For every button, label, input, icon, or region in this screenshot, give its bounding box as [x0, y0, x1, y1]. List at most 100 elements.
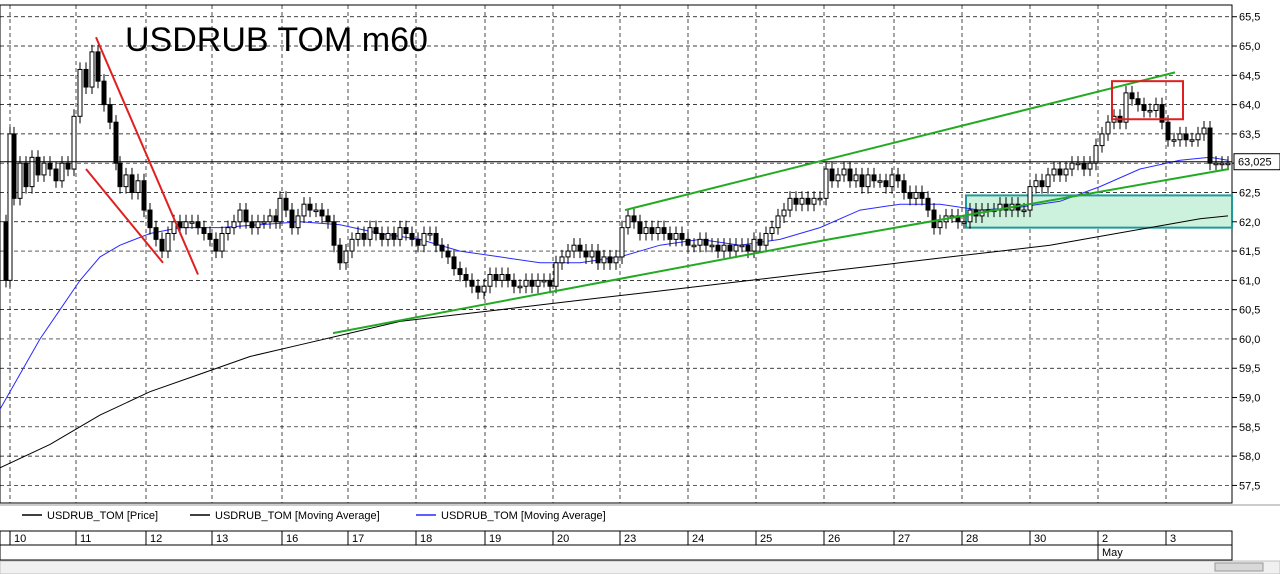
- candle-body: [35, 156, 41, 176]
- y-tick-label: 61,0: [1239, 275, 1260, 287]
- candle-body: [65, 162, 71, 170]
- candle-body: [511, 279, 517, 287]
- candle-body: [1159, 104, 1165, 123]
- candle-body: [793, 197, 799, 205]
- candle-body: [1135, 98, 1141, 106]
- candle-body: [697, 238, 703, 246]
- candle-body: [373, 227, 379, 234]
- candle-body: [77, 68, 83, 117]
- candle-body: [397, 227, 403, 240]
- legend: USDRUB_TOM [Price] USDRUB_TOM [Moving Ave…: [0, 504, 1280, 522]
- x-tick-label: 11: [80, 533, 91, 545]
- candle-body: [463, 274, 469, 281]
- candle-body: [661, 227, 667, 234]
- x-tick-label: 16: [286, 533, 298, 545]
- candle-body: [421, 232, 427, 246]
- candle-body: [529, 279, 535, 287]
- candle-body: [757, 238, 763, 246]
- y-axis: 65,565,064,564,063,563,062,562,061,561,0…: [1232, 12, 1280, 492]
- candle-body: [457, 268, 463, 276]
- candle-body: [1171, 139, 1177, 142]
- x-tick-label: 23: [624, 533, 636, 545]
- candle-body: [1177, 133, 1183, 141]
- candle-body: [1123, 92, 1129, 123]
- candle-body: [267, 215, 273, 223]
- legend-label: USDRUB_TOM [Price]: [47, 510, 158, 522]
- candle-body: [883, 180, 889, 188]
- candle-body: [673, 232, 679, 240]
- grid-lines: [0, 4, 1233, 504]
- candle-body: [1105, 121, 1111, 135]
- candle-body: [835, 174, 841, 182]
- candle-body: [71, 115, 77, 170]
- candle-body: [595, 250, 601, 264]
- legend-label: USDRUB_TOM [Moving Average]: [215, 510, 380, 522]
- candle-body: [201, 227, 207, 234]
- y-tick-label: 65,5: [1239, 12, 1260, 24]
- candle-body: [219, 232, 225, 252]
- y-tick-label: 61,5: [1239, 246, 1260, 258]
- candle-body: [541, 279, 547, 283]
- y-tick-label: 62,0: [1239, 217, 1260, 229]
- x-tick-label: 19: [489, 533, 501, 545]
- candle-body: [445, 250, 451, 258]
- last-price-label: 63,025: [1238, 157, 1272, 169]
- candle-body: [487, 274, 493, 287]
- candle-body: [1045, 174, 1051, 188]
- candle-body: [1153, 104, 1159, 111]
- candle-body: [141, 180, 147, 211]
- candle-body: [1099, 133, 1105, 147]
- candle-body: [59, 162, 65, 182]
- candle-body: [1213, 162, 1219, 166]
- y-tick-label: 59,0: [1239, 393, 1260, 405]
- x-tick-label: 13: [216, 533, 228, 545]
- candle-body: [469, 279, 475, 287]
- candle-body: [1087, 162, 1093, 170]
- candle-body: [379, 232, 385, 240]
- candle-body: [53, 168, 59, 182]
- candle-body: [17, 162, 23, 199]
- last-price-box: [1233, 153, 1280, 171]
- candle-body: [343, 250, 349, 264]
- candle-body: [721, 244, 727, 252]
- x-tick-label: 20: [557, 533, 569, 545]
- candle-body: [613, 256, 619, 264]
- candle-body: [499, 274, 505, 281]
- candle-body: [625, 215, 631, 229]
- candle-body: [95, 51, 101, 82]
- candle-body: [367, 227, 373, 240]
- candle-body: [739, 244, 745, 248]
- candle-body: [101, 80, 107, 106]
- candle-body: [667, 232, 673, 240]
- candle-body: [907, 191, 913, 199]
- candle-body: [1141, 104, 1147, 111]
- y-tick-label: 59,5: [1239, 363, 1260, 375]
- candle-body: [433, 232, 439, 246]
- candle-body: [331, 221, 337, 246]
- y-tick-label: 63,5: [1239, 129, 1260, 141]
- candle-body: [481, 285, 487, 293]
- candle-body: [817, 197, 823, 201]
- candle-body: [415, 238, 421, 246]
- candle-body: [601, 256, 607, 264]
- candle-body: [475, 285, 481, 293]
- chart-title: USDRUB TOM m60: [125, 21, 428, 59]
- candle-body: [517, 285, 523, 289]
- y-tick-label: 57,5: [1239, 480, 1260, 492]
- candle-body: [493, 274, 499, 281]
- x-tick-label: 30: [1034, 533, 1046, 545]
- candle-body: [289, 209, 295, 229]
- candle-body: [117, 162, 123, 188]
- candle-body: [967, 209, 973, 223]
- candle-body: [841, 168, 847, 176]
- candle-body: [631, 215, 637, 223]
- candle-body: [1093, 145, 1099, 164]
- x-month-label: May: [1102, 547, 1123, 559]
- y-tick-label: 60,0: [1239, 334, 1260, 346]
- candle-body: [1021, 209, 1027, 213]
- candle-body: [679, 232, 685, 240]
- candle-body: [3, 221, 9, 281]
- candle-body: [895, 174, 901, 182]
- candle-body: [225, 227, 231, 234]
- candle-body: [1189, 139, 1195, 142]
